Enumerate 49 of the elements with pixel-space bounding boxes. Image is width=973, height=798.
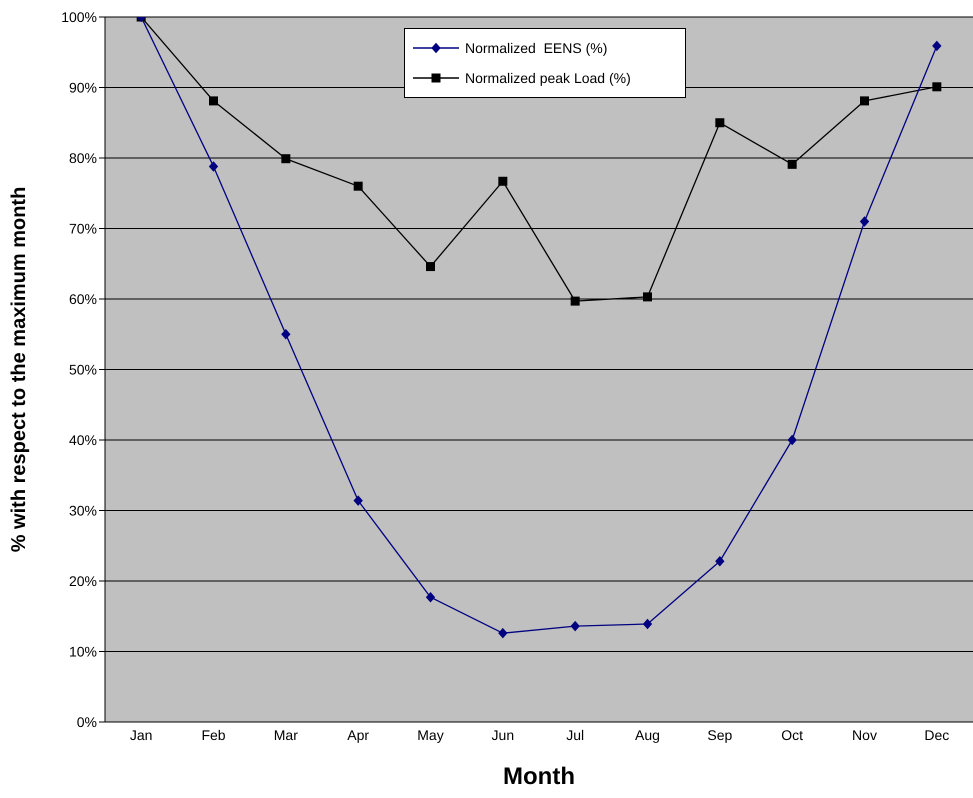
- x-tick-label: Aug: [635, 726, 660, 743]
- point: [498, 176, 508, 186]
- point: [643, 292, 652, 302]
- x-tick-label: Dec: [924, 726, 950, 743]
- x-tick-label: Nov: [852, 726, 877, 743]
- point: [426, 262, 435, 272]
- point: [354, 182, 363, 191]
- point: [426, 592, 435, 602]
- point: [281, 329, 290, 340]
- x-tick-label: Oct: [781, 726, 804, 743]
- y-tick-label: 40%: [68, 432, 97, 448]
- point: [354, 496, 363, 506]
- y-tick-label: 0%: [76, 714, 97, 730]
- point: [498, 628, 508, 638]
- point: [932, 82, 942, 92]
- y-tick-label: 70%: [68, 220, 97, 236]
- point: [643, 619, 652, 630]
- x-tick-label: Jan: [130, 726, 152, 743]
- x-tick-label: Apr: [347, 726, 370, 743]
- y-tick-label: 50%: [68, 361, 97, 378]
- point: [860, 96, 869, 106]
- legend-label: Normalized EENS (%): [465, 40, 608, 56]
- point: [570, 296, 580, 306]
- point: [788, 160, 797, 169]
- y-tick-label: 80%: [68, 150, 97, 166]
- y-tick-label: 20%: [68, 572, 97, 589]
- point: [209, 96, 218, 106]
- x-tick-label: Mar: [274, 726, 298, 743]
- point: [715, 556, 724, 566]
- x-axis-title: Month: [503, 763, 575, 790]
- y-axis-title: % with respect to the maximum month: [8, 186, 30, 552]
- legend-label: Normalized peak Load (%): [465, 70, 631, 86]
- y-tick-label: 60%: [68, 290, 97, 307]
- point: [281, 154, 290, 164]
- x-tick-label: Jun: [492, 726, 514, 743]
- x-tick-label: Sep: [707, 726, 732, 743]
- y-tick-label: 10%: [68, 643, 97, 660]
- x-tick-label: Feb: [201, 726, 226, 743]
- point: [209, 161, 218, 172]
- x-tick-label: May: [417, 726, 444, 743]
- point: [570, 621, 580, 632]
- y-tick-label: 90%: [68, 79, 97, 96]
- point: [715, 118, 724, 128]
- y-tick-label: 30%: [68, 502, 97, 518]
- x-tick-label: Jul: [566, 726, 584, 743]
- point: [932, 40, 942, 51]
- y-tick-label: 100%: [61, 8, 97, 25]
- point: [860, 216, 869, 226]
- point: [788, 435, 797, 445]
